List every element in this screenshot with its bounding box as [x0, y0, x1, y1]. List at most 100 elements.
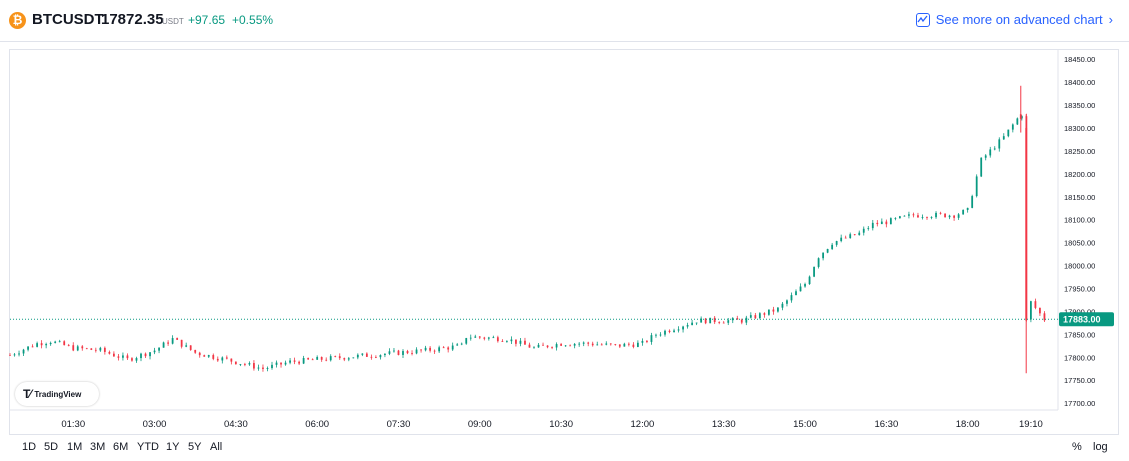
- candle-body: [325, 359, 328, 361]
- candle-body: [646, 340, 648, 342]
- candle-body: [515, 339, 517, 344]
- range-all[interactable]: All: [210, 441, 223, 453]
- candle-body: [984, 155, 987, 158]
- candle-body: [908, 214, 910, 216]
- candle-body: [140, 353, 142, 359]
- candle-body: [533, 347, 535, 349]
- range-1m[interactable]: 1M: [67, 441, 83, 453]
- candle-body: [767, 309, 770, 315]
- candle-body: [542, 344, 544, 346]
- chevron-right-icon: ›: [1108, 12, 1113, 27]
- y-tick-label: 17950.00: [1064, 284, 1095, 293]
- candle-body: [370, 356, 373, 358]
- candle-body: [718, 322, 721, 323]
- candle-body: [894, 218, 897, 219]
- symbol-name[interactable]: BTCUSDT: [32, 11, 104, 28]
- candle-body: [22, 349, 25, 354]
- candle-body: [31, 346, 34, 348]
- range-6m[interactable]: 6M: [113, 441, 129, 453]
- candle-body: [524, 340, 526, 345]
- candle-body: [930, 217, 933, 218]
- candle-body: [546, 345, 549, 348]
- candle-body: [465, 338, 468, 344]
- candle-body: [1011, 124, 1014, 130]
- candle-body: [600, 344, 603, 346]
- log-toggle[interactable]: log: [1093, 441, 1108, 453]
- x-tick-label: 18:00: [956, 419, 980, 430]
- candle-body: [126, 355, 129, 359]
- candle-body: [736, 318, 739, 320]
- candle-body: [18, 353, 20, 355]
- candle-body: [289, 360, 291, 363]
- candle-body: [302, 358, 305, 364]
- candle-body: [374, 357, 377, 358]
- candle-body: [853, 234, 856, 236]
- candle-body: [239, 364, 242, 365]
- candle-body: [722, 322, 725, 324]
- range-5d[interactable]: 5D: [44, 441, 59, 453]
- tradingview-label: TradingView: [34, 389, 82, 399]
- candle-body: [248, 363, 251, 365]
- y-tick-label: 18450.00: [1064, 55, 1095, 64]
- candle-body: [609, 343, 612, 345]
- candle-body: [623, 343, 626, 347]
- candle-body: [1043, 313, 1046, 321]
- candle-body: [808, 276, 811, 285]
- candle-body: [804, 284, 806, 287]
- candle-body: [27, 346, 29, 350]
- x-tick-label: 16:30: [874, 419, 898, 430]
- candle-body: [682, 326, 684, 330]
- candle-body: [740, 319, 743, 323]
- candle-body: [944, 213, 946, 218]
- candle-body: [596, 344, 599, 346]
- range-ytd[interactable]: YTD: [137, 441, 159, 453]
- candle-body: [54, 341, 57, 343]
- candle-body: [763, 313, 766, 315]
- range-1y[interactable]: 1Y: [166, 441, 180, 453]
- candle-body: [957, 214, 960, 218]
- candle-body: [727, 320, 730, 323]
- candle-body: [271, 364, 273, 369]
- candle-body: [618, 344, 621, 347]
- candle-body: [307, 358, 310, 360]
- tradingview-badge[interactable]: T⁄ TradingView: [15, 382, 99, 406]
- range-3m[interactable]: 3M: [90, 441, 106, 453]
- x-tick-label: 09:00: [468, 419, 492, 430]
- candle-body: [876, 222, 879, 225]
- candle-body: [144, 353, 147, 357]
- candle-body: [998, 139, 1001, 149]
- candle-body: [153, 350, 156, 353]
- candle-body: [749, 315, 752, 318]
- candle-body: [158, 347, 160, 351]
- candle-body: [388, 351, 391, 354]
- candle-body: [605, 343, 608, 345]
- range-5y[interactable]: 5Y: [188, 441, 202, 453]
- price-change-percent: +0.55%: [232, 13, 274, 27]
- price-change: +97.65: [188, 13, 226, 27]
- candle-body: [108, 351, 111, 354]
- candle-body: [926, 217, 928, 218]
- candle-body: [528, 344, 531, 348]
- percent-toggle[interactable]: %: [1072, 441, 1082, 453]
- candle-body: [103, 347, 106, 352]
- candle-body: [365, 353, 368, 357]
- candle-body: [176, 338, 179, 340]
- range-bar: 1D 5D 1M 3M 6M YTD 1Y 5Y All % log: [0, 435, 1129, 461]
- candle-body: [1020, 116, 1023, 119]
- range-1d[interactable]: 1D: [22, 441, 37, 453]
- candle-body: [384, 353, 386, 356]
- chart-frame[interactable]: [9, 49, 1119, 435]
- candle-body: [411, 353, 413, 354]
- x-tick-label: 04:30: [224, 419, 248, 430]
- candle-body: [397, 350, 400, 355]
- candle-body: [632, 344, 635, 347]
- advanced-chart-link[interactable]: See more on advanced chart ›: [915, 12, 1113, 27]
- candle-body: [668, 330, 671, 332]
- candle-body: [67, 345, 70, 346]
- candle-body: [406, 351, 409, 354]
- y-tick-label: 18300.00: [1064, 124, 1095, 133]
- candle-body: [510, 339, 513, 342]
- candle-body: [149, 352, 151, 357]
- candle-body: [745, 317, 748, 323]
